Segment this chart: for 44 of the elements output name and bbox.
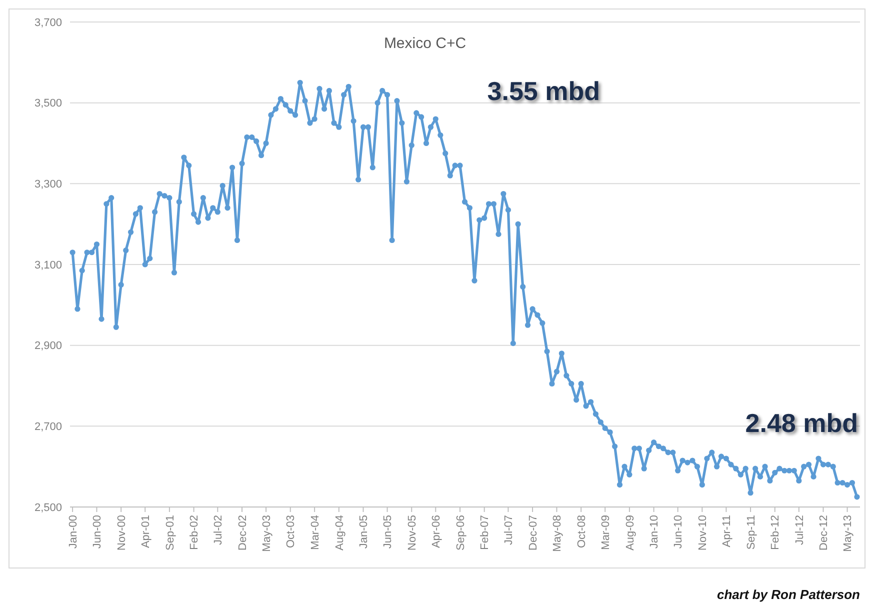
x-tick-label: Sep-11	[745, 515, 758, 550]
x-tick-label: Feb-02	[188, 515, 201, 550]
x-tick-label: Apr-06	[430, 515, 442, 548]
x-tick-label: Jun-10	[672, 515, 685, 549]
x-tick-label: Aug-09	[624, 515, 636, 550]
x-tick-label: Oct-08	[576, 515, 588, 548]
x-tick-label: Jan-05	[358, 515, 370, 549]
x-tick-label: Oct-03	[285, 515, 298, 548]
x-tick-label: Feb-12	[770, 515, 782, 550]
y-tick-label: 2,500	[34, 502, 62, 514]
x-tick-label: Nov-05	[406, 515, 418, 550]
x-tick-label: Dec-12	[818, 515, 830, 550]
annotation: 3.55 mbd	[487, 76, 600, 106]
y-tick-label: 2,700	[34, 421, 62, 434]
x-tick-label: Sep-01	[164, 515, 176, 550]
x-tick-label: May-08	[552, 515, 564, 552]
annotation: 2.48 mbd	[745, 408, 858, 438]
x-tick-label: Dec-02	[236, 515, 249, 550]
x-tick-label: Sep-06	[454, 515, 467, 550]
x-tick-label: May-03	[260, 515, 273, 552]
x-tick-label: Nov-10	[697, 515, 710, 550]
x-tick-label: Jul-02	[212, 515, 225, 545]
y-tick-label: 3,500	[34, 98, 62, 110]
y-tick-label: 3,700	[34, 16, 62, 29]
x-tick-label: Dec-07	[527, 515, 540, 550]
x-tick-label: Jul-07	[503, 515, 516, 545]
x-tick-label: Nov-00	[116, 515, 128, 550]
x-tick-label: Apr-11	[721, 515, 734, 548]
x-tick-label: Jun-05	[382, 515, 394, 549]
x-tick-label: Aug-04	[334, 515, 346, 550]
y-tick-label: 3,300	[34, 178, 62, 191]
x-tick-label: Jul-12	[794, 515, 806, 545]
x-tick-label: May-13	[842, 515, 854, 552]
x-tick-label: Apr-01	[140, 515, 152, 548]
text: chart by Ron Patterson	[716, 587, 860, 602]
x-tick-label: Mar-09	[600, 515, 612, 550]
x-tick-label: Jan-00	[67, 515, 80, 549]
y-tick-label: 3,100	[34, 259, 62, 272]
x-tick-label: Jun-00	[92, 515, 104, 549]
x-tick-label: Mar-04	[309, 515, 322, 550]
x-tick-label: Jan-10	[648, 515, 661, 549]
text: Mexico C+C	[384, 35, 466, 52]
y-tick-label: 2,900	[34, 340, 62, 352]
x-tick-label: Feb-07	[479, 515, 492, 550]
